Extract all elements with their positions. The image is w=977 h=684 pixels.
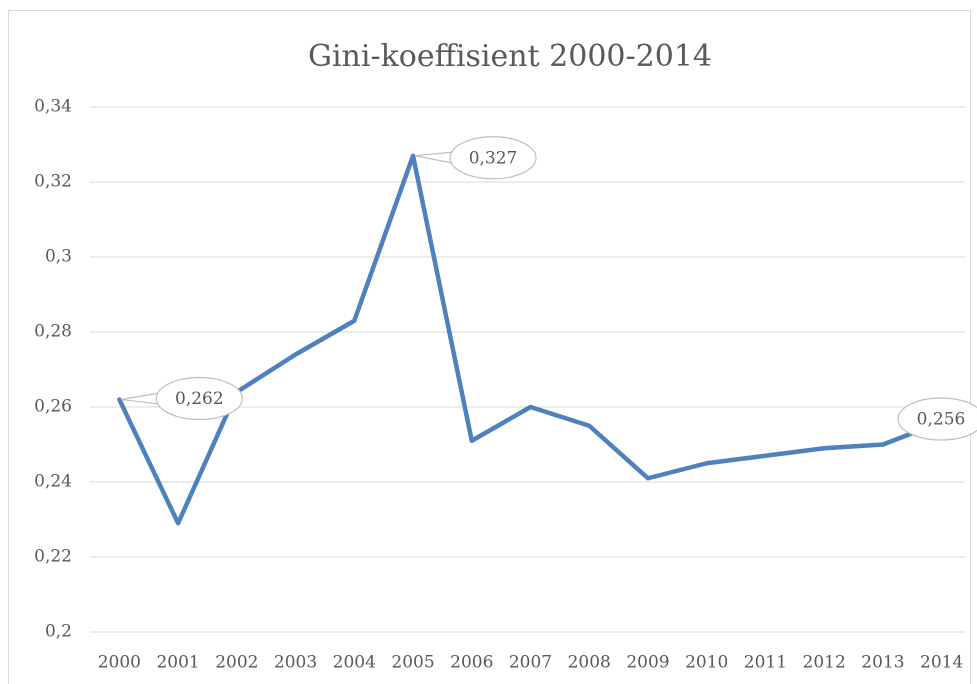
y-tick-label: 0,26 — [34, 397, 72, 417]
x-tick-label: 2013 — [861, 653, 904, 673]
callout-cover — [452, 152, 459, 163]
x-tick-label: 2009 — [626, 653, 669, 673]
x-tick-label: 2011 — [744, 653, 787, 673]
y-tick-label: 0,2 — [45, 622, 72, 642]
x-tick-label: 2003 — [274, 653, 317, 673]
x-tick-label: 2000 — [98, 653, 141, 673]
callout-bubble — [155, 376, 243, 421]
y-tick-label: 0,28 — [34, 322, 72, 342]
y-tick-label: 0,3 — [45, 247, 72, 267]
y-tick-label: 0,32 — [34, 172, 72, 192]
callout-bubble — [449, 136, 537, 180]
data-line — [117, 153, 944, 526]
data-label: 0,327 — [469, 148, 518, 168]
x-tick-label: 2002 — [215, 653, 258, 673]
x-tick-label: 2004 — [333, 653, 376, 673]
x-tick-label: 2010 — [685, 653, 728, 673]
callout-cover — [900, 414, 906, 424]
chart-title: Gini-koeffisient 2000-2014 — [308, 39, 712, 74]
y-tick-label: 0,22 — [34, 547, 72, 567]
x-tick-label: 2008 — [568, 653, 611, 673]
chart-frame — [8, 10, 971, 684]
y-tick-label: 0,24 — [34, 472, 72, 492]
data-label: 0,262 — [175, 389, 224, 409]
x-tick-label: 2006 — [450, 653, 493, 673]
x-tick-label: 2014 — [920, 653, 963, 673]
x-tick-label: 2005 — [391, 653, 434, 673]
data-label: 0,256 — [917, 410, 966, 430]
x-tick-label: 2001 — [156, 653, 199, 673]
callout-bubble — [897, 397, 977, 441]
callout-cover — [158, 393, 165, 404]
y-tick-label: 0,34 — [34, 97, 72, 117]
x-tick-label: 2012 — [803, 653, 846, 673]
x-tick-label: 2007 — [509, 653, 552, 673]
